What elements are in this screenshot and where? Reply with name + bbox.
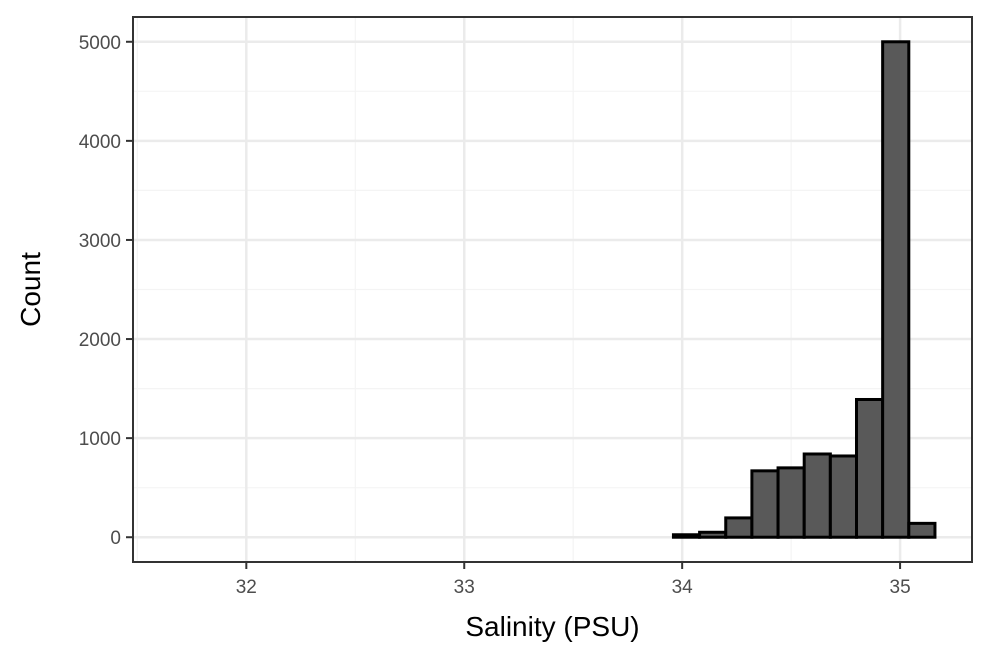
y-tick-label: 1000 (79, 429, 121, 450)
histogram-bar (698, 530, 728, 539)
x-tick-label: 34 (672, 577, 694, 598)
histogram-bar (776, 466, 806, 539)
y-axis-ticks: 0 1000 2000 3000 4000 5000 (79, 33, 133, 549)
histogram-bar (907, 521, 937, 539)
x-tick-label: 35 (890, 577, 911, 598)
x-axis-ticks: 32 33 34 35 (236, 562, 911, 598)
y-tick-label: 0 (110, 528, 121, 549)
histogram-bar (828, 454, 859, 539)
y-axis-title: Count (15, 252, 46, 327)
panel-border (132, 16, 973, 563)
histogram-bar (855, 397, 885, 539)
histogram-bars (671, 40, 937, 539)
x-tick-label: 32 (236, 577, 257, 598)
x-tick-label: 33 (454, 577, 475, 598)
histogram-bar (724, 516, 754, 539)
histogram-bar (881, 40, 911, 539)
y-tick-label: 5000 (79, 33, 121, 54)
histogram-bar (671, 533, 702, 539)
y-tick-label: 4000 (79, 132, 121, 153)
x-axis-title: Salinity (PSU) (465, 611, 639, 642)
minor-gridlines (133, 17, 972, 562)
histogram-bar (802, 452, 832, 539)
y-tick-label: 2000 (79, 330, 121, 351)
histogram-bar (750, 469, 780, 539)
y-tick-label: 3000 (79, 231, 121, 252)
